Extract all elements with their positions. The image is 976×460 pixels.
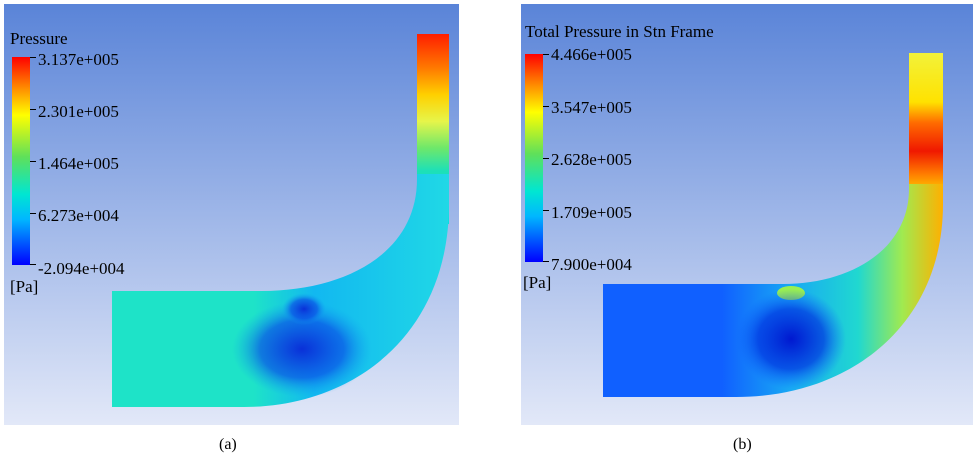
panel-a-low-pressure-core — [282, 293, 326, 325]
panel-a-tick-label: 1.464e+005 — [38, 154, 119, 173]
panel-b-tick-label: 3.547e+005 — [551, 98, 632, 117]
panel-b-tick-label: 1.709e+005 — [551, 203, 632, 222]
panel-a-colorbar — [12, 57, 30, 265]
panel-b-legend-title: Total Pressure in Stn Frame — [525, 22, 714, 41]
panel-a-tick-mark — [30, 161, 36, 162]
panel-b-colorbar — [525, 54, 543, 262]
panel-a-low-pressure-zone — [232, 301, 372, 397]
panel-b-tick-mark — [543, 210, 549, 211]
panel-a-tick-label: 2.301e+005 — [38, 102, 119, 121]
panel-b-outlet-duct — [909, 53, 943, 193]
panel-a-pressure-contour: Pressure 3.137e+005 2.301e+005 1.464e+00… — [4, 4, 459, 425]
panel-b-tick-mark — [543, 261, 549, 262]
panel-a-tick-mark — [30, 213, 36, 214]
panel-b-tick-label: 7.900e+004 — [551, 255, 632, 274]
panel-b-plot — [521, 4, 973, 425]
panel-a-tick-mark — [30, 264, 36, 265]
panel-a-tick-mark — [30, 57, 36, 58]
panel-b-tick-mark — [543, 158, 549, 159]
panel-b-tick-label: 4.466e+005 — [551, 45, 632, 64]
panel-b-tick-label: 2.628e+005 — [551, 150, 632, 169]
panel-b-unit-label: [Pa] — [523, 273, 552, 292]
panel-a-tick-label: 3.137e+005 — [38, 50, 119, 69]
panel-a-legend-title: Pressure — [10, 29, 68, 48]
panel-a-caption: (a) — [219, 436, 237, 453]
panel-b-total-pressure-contour: Total Pressure in Stn Frame 4.466e+005 3… — [521, 4, 973, 425]
panel-a-tick-label: 6.273e+004 — [38, 206, 119, 225]
panel-a-plot — [4, 4, 459, 425]
panel-a-tick-mark — [30, 109, 36, 110]
panel-a-tick-label: -2.094e+004 — [38, 259, 125, 278]
panel-b-tick-mark — [543, 106, 549, 107]
panel-b-low-pressure-zone — [736, 289, 846, 389]
panel-b-caption: (b) — [733, 436, 752, 453]
panel-b-tick-mark — [543, 54, 549, 55]
panel-b-elbow-duct — [603, 184, 943, 397]
panel-a-unit-label: [Pa] — [10, 277, 39, 296]
